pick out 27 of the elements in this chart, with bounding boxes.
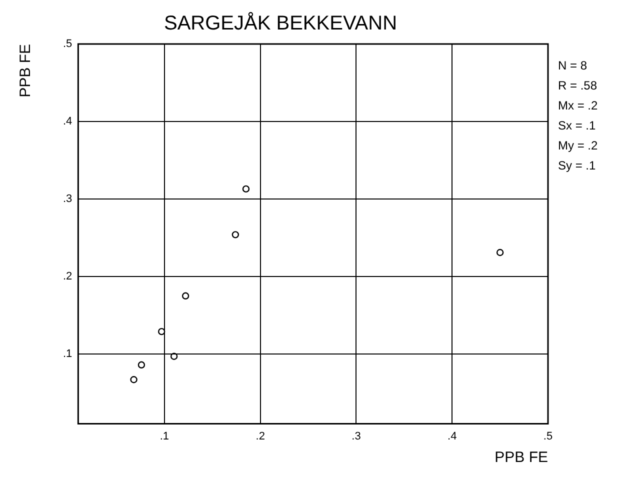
x-tick-label: .1 xyxy=(160,430,170,442)
point xyxy=(232,231,240,238)
y-axis-title: PPB FE xyxy=(17,44,34,98)
text: Sy = .1 xyxy=(558,158,596,172)
point xyxy=(158,328,166,336)
point xyxy=(130,376,138,384)
point xyxy=(138,361,146,368)
point xyxy=(182,292,190,300)
text: My = .2 xyxy=(558,138,598,152)
x-tick-label: .5 xyxy=(543,430,553,442)
y-tick-label: .2 xyxy=(62,270,72,283)
point xyxy=(242,185,250,193)
text: N = 8 xyxy=(558,58,588,72)
y-tick-label: .1 xyxy=(62,348,72,360)
text: Sx = .1 xyxy=(558,118,596,132)
y-tick-label: .4 xyxy=(62,116,72,128)
x-tick-label: .3 xyxy=(352,430,361,442)
point xyxy=(496,248,504,256)
x-tick-label: .2 xyxy=(256,430,265,442)
y-tick-label: .5 xyxy=(62,38,72,50)
x-tick-label: .4 xyxy=(448,430,457,442)
point xyxy=(170,352,178,360)
chart-title: SARGEJÅK BEKKEVANN xyxy=(164,12,398,35)
text: R = .58 xyxy=(558,78,598,92)
x-axis-title: PPB FE xyxy=(494,449,548,466)
text: Mx = .2 xyxy=(558,98,598,112)
y-tick-label: .3 xyxy=(62,193,72,206)
